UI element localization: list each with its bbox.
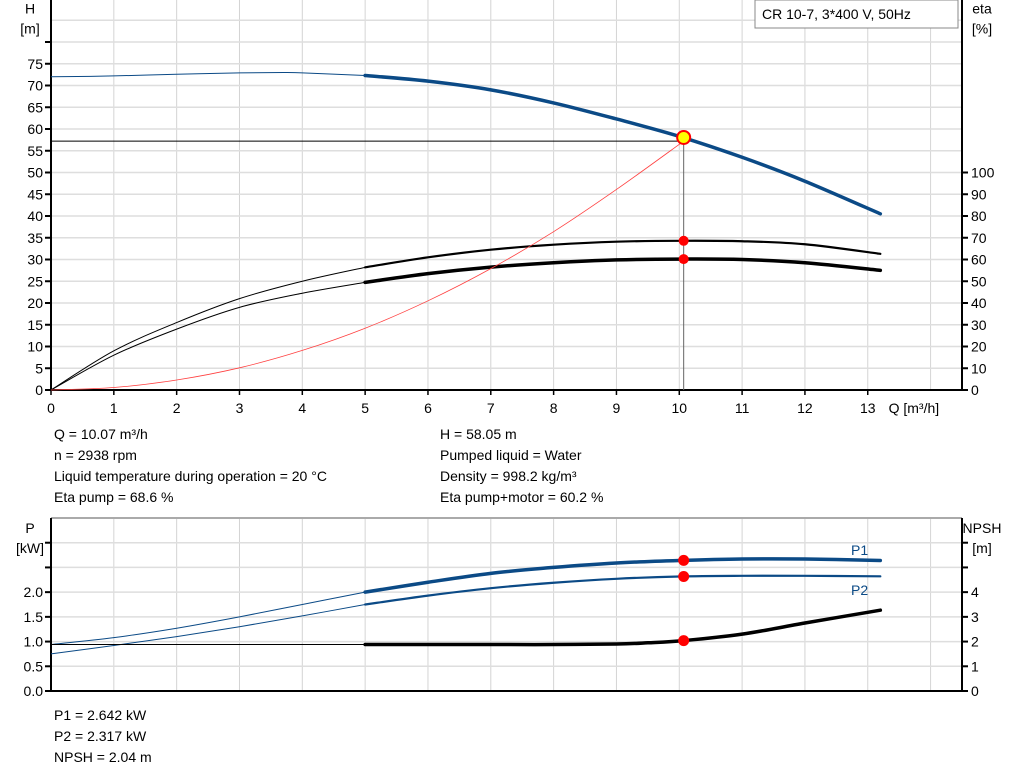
y-tick-label-left: 65 (27, 99, 43, 115)
y-axis-label-left: H (25, 1, 35, 17)
y-axis-unit-left: [m] (20, 21, 39, 37)
p2-duty-marker (678, 570, 690, 582)
y-tick-label-right: 20 (971, 339, 987, 355)
y-tick-label-right: 2 (971, 634, 979, 650)
curve-p1-thin (50, 591, 366, 646)
y-tick-label-left: 45 (27, 186, 43, 202)
y-tick-label-right: 4 (971, 584, 979, 600)
curve-h-thin (50, 71, 366, 78)
y-tick-label-left: 55 (27, 143, 43, 159)
y-tick-label-left: 0.5 (24, 658, 44, 674)
y-tick-label-right: 70 (971, 230, 987, 246)
y-tick-label-left: 0.0 (24, 683, 44, 699)
y-tick-label-left: 60 (27, 121, 43, 137)
y-tick-label-right: 30 (971, 317, 987, 333)
p2-curve-label: P2 (851, 582, 868, 598)
x-tick-label: 2 (173, 400, 181, 416)
x-tick-label: 7 (487, 400, 495, 416)
info-temperature: Liquid temperature during operation = 20… (54, 468, 327, 484)
y-tick-label-left: 15 (27, 317, 43, 333)
info-npsh: NPSH = 2.04 m (54, 749, 152, 765)
y-tick-label-left: 2.0 (24, 584, 44, 600)
y-tick-label-right: 1 (971, 658, 979, 674)
y-tick-label-left: 35 (27, 230, 43, 246)
info-liquid: Pumped liquid = Water (440, 447, 582, 463)
x-tick-label: 11 (735, 400, 750, 416)
info-n: n = 2938 rpm (54, 447, 137, 463)
p1-curve-label: P1 (851, 542, 868, 558)
x-tick-label: 13 (860, 400, 876, 416)
y-tick-label-right: 80 (971, 208, 987, 224)
y-tick-label-left: 5 (35, 360, 43, 376)
info-q: Q = 10.07 m³/h (54, 426, 148, 442)
x-tick-label: 9 (613, 400, 621, 416)
curve-system-curve (50, 140, 684, 391)
x-tick-label: 3 (236, 400, 244, 416)
y-axis-label-right: NPSH (963, 520, 1002, 536)
duty-info-left: Q = 10.07 m³/h n = 2938 rpm Liquid tempe… (54, 424, 327, 508)
x-tick-label: 10 (671, 400, 687, 416)
y-tick-label-right: 60 (971, 252, 987, 268)
info-p1: P1 = 2.642 kW (54, 707, 147, 723)
y-tick-label-right: 3 (971, 609, 979, 625)
y-tick-label-left: 75 (27, 56, 43, 72)
y-tick-label-left: 10 (27, 339, 43, 355)
y-tick-label-right: 40 (971, 295, 987, 311)
info-eta-pump: Eta pump = 68.6 % (54, 489, 174, 505)
legend-box (754, 0, 959, 29)
x-tick-label: 12 (797, 400, 813, 416)
y-tick-label-left: 25 (27, 273, 43, 289)
y-tick-label-left: 30 (27, 252, 43, 268)
curve-p2 (364, 574, 882, 606)
eta-pump-duty-marker (678, 235, 689, 246)
curve-eta-pump-motor (363, 257, 883, 285)
curve-p2-thin (50, 604, 366, 655)
legend-text: CR 10-7, 3*400 V, 50Hz (762, 6, 911, 22)
y-axis-unit-left: [kW] (16, 540, 44, 556)
x-tick-label: 5 (361, 400, 369, 416)
y-tick-label-left: 40 (27, 208, 43, 224)
y-tick-label-right: 100 (971, 165, 995, 181)
info-p2: P2 = 2.317 kW (54, 728, 147, 744)
y-tick-label-right: 10 (971, 360, 987, 376)
x-axis-label: Q [m³/h] (889, 400, 940, 416)
x-tick-label: 1 (110, 400, 118, 416)
x-tick-label: 4 (298, 400, 306, 416)
y-tick-label-left: 1.5 (24, 609, 44, 625)
eta-total-duty-marker (678, 254, 689, 265)
y-tick-label-right: 90 (971, 186, 987, 202)
info-density: Density = 998.2 kg/m³ (440, 468, 577, 484)
curve-eta-pump-thin (50, 266, 366, 391)
y-tick-label-left: 50 (27, 165, 43, 181)
curve-h (363, 73, 883, 216)
y-axis-unit-right: [m] (972, 540, 991, 556)
y-tick-label-right: 0 (971, 683, 979, 699)
x-tick-label: 8 (550, 400, 558, 416)
npsh-duty-marker (678, 635, 690, 647)
y-tick-label-right: 0 (971, 382, 979, 398)
curve-eta-pump (364, 239, 882, 269)
info-eta-total: Eta pump+motor = 60.2 % (440, 489, 604, 505)
duty-point-marker (676, 129, 692, 145)
info-h: H = 58.05 m (440, 426, 517, 442)
y-tick-label-right: 50 (971, 273, 987, 289)
x-tick-label: 6 (424, 400, 432, 416)
duty-info-right: H = 58.05 m Pumped liquid = Water Densit… (440, 424, 603, 508)
y-axis-label-left: P (25, 520, 34, 536)
y-axis-label-right: eta (972, 1, 992, 17)
p1-duty-marker (678, 554, 690, 566)
y-tick-label-left: 70 (27, 78, 43, 94)
y-axis-unit-right: [%] (972, 21, 992, 37)
curve-p1 (363, 557, 883, 594)
curve-npsh (363, 608, 883, 647)
curve-eta-pump-motor-thin (50, 281, 366, 391)
y-tick-label-left: 20 (27, 295, 43, 311)
power-info: P1 = 2.642 kW P2 = 2.317 kW NPSH = 2.04 … (54, 705, 152, 768)
y-tick-label-left: 1.0 (24, 634, 44, 650)
y-tick-label-left: 0 (35, 382, 43, 398)
x-tick-label: 0 (47, 400, 55, 416)
